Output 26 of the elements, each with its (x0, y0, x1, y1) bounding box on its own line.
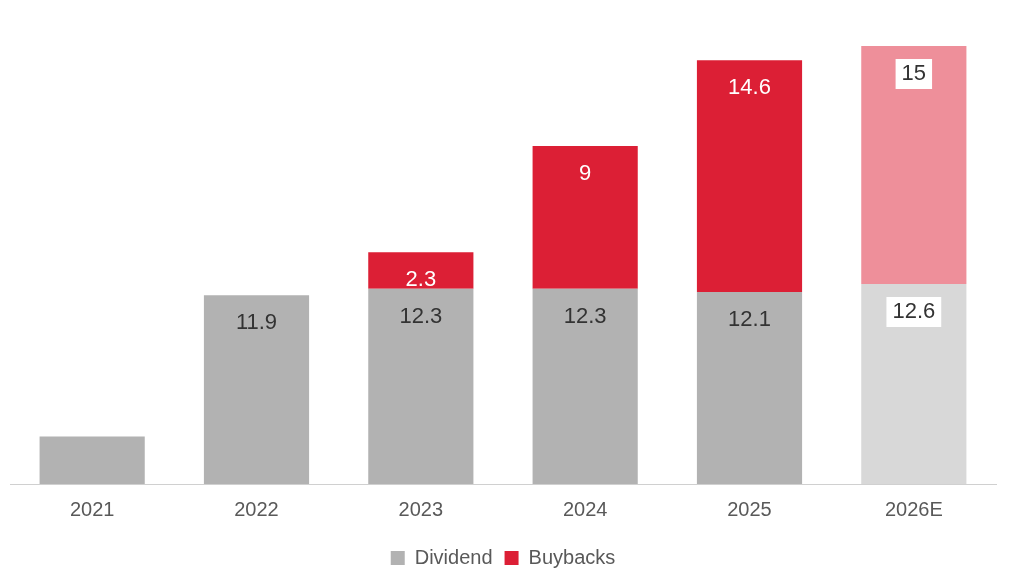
bar (861, 46, 967, 285)
bar (368, 252, 474, 289)
x-tick-label: 2022 (234, 497, 279, 520)
data-label: 15 (901, 60, 927, 86)
x-tick-label: 2024 (562, 497, 608, 520)
bar (532, 288, 638, 484)
data-label: 14.6 (728, 74, 771, 100)
data-label: 9 (579, 160, 592, 186)
bar (368, 288, 474, 484)
x-tick-label: 2021 (69, 497, 115, 520)
x-tick-label: 2025 (727, 497, 772, 520)
data-label: 12.1 (728, 306, 771, 332)
data-label: 12.3 (399, 302, 443, 328)
bar (39, 436, 145, 484)
data-label: 11.9 (235, 309, 278, 335)
data-label: 12.3 (563, 302, 607, 328)
bar (696, 292, 803, 484)
bar (696, 60, 803, 293)
bar (532, 146, 638, 289)
x-tick-label: 2023 (398, 497, 444, 520)
legend-label: Buybacks (528, 545, 616, 568)
bar (203, 295, 310, 484)
data-label: 2.3 (405, 266, 437, 292)
x-tick-label: 2026E (884, 497, 943, 520)
legend-label: Dividend (414, 545, 493, 568)
data-label: 12.6 (892, 298, 936, 324)
